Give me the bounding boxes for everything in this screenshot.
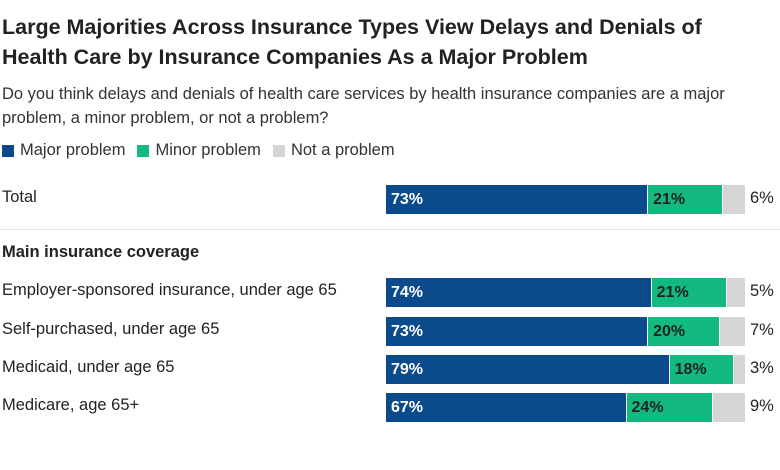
row-label: Medicaid, under age 65 [2, 358, 175, 376]
value-label-not: 6% [750, 189, 774, 207]
row-label: Medicare, age 65+ [2, 396, 140, 414]
bar-not [734, 355, 745, 384]
legend-label-major: Major problem [20, 141, 126, 159]
bar-major: 74% [386, 278, 651, 307]
bar-not [712, 393, 745, 422]
value-label-not: 3% [750, 359, 774, 377]
row-label: Self-purchased, under age 65 [2, 320, 220, 338]
value-label-not: 5% [750, 282, 774, 300]
bar-minor: 21% [648, 185, 723, 214]
bar-minor: 20% [648, 317, 719, 346]
section-divider [0, 229, 780, 230]
legend-swatch-minor [137, 144, 150, 157]
bar-major: 73% [386, 317, 648, 346]
chart-subtitle: Do you think delays and denials of healt… [2, 85, 725, 127]
bar-not [723, 185, 745, 214]
legend-label-not: Not a problem [290, 141, 395, 159]
bar-minor: 21% [651, 278, 727, 307]
bar-not [719, 317, 745, 346]
value-label-not: 9% [750, 397, 774, 415]
legend-item-major: Major problem [2, 141, 125, 160]
legend-swatch-major [2, 144, 14, 157]
section-label: Main insurance coverage [2, 243, 200, 261]
bar-major: 67% [386, 393, 626, 422]
legend-item-minor: Minor problem [137, 141, 261, 160]
legend-item-not: Not a problem [272, 141, 395, 160]
value-label-not: 7% [750, 321, 774, 339]
row-label: Employer-sponsored insurance, under age … [2, 281, 337, 299]
bar-not [727, 278, 745, 307]
bar-major: 73% [386, 185, 648, 214]
bar-major: 79% [386, 355, 669, 384]
chart-title: Large Majorities Across Insurance Types … [2, 15, 702, 69]
legend-swatch-not [272, 144, 285, 157]
bar-minor: 18% [669, 355, 734, 384]
legend-label-minor: Minor problem [155, 141, 261, 159]
row-label: Total [2, 188, 37, 206]
bar-minor: 24% [626, 393, 712, 422]
legend: Major problem Minor problem Not a proble… [2, 141, 407, 160]
